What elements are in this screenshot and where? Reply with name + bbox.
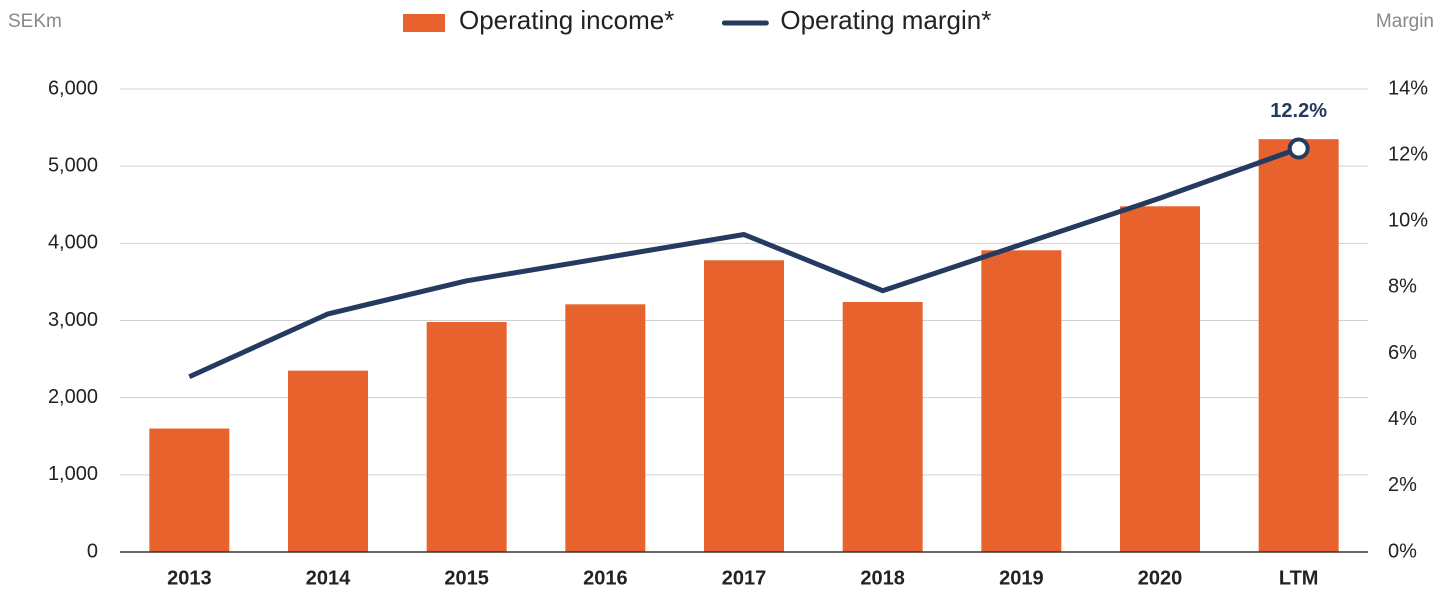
y2-tick-label: 8% xyxy=(1388,276,1417,298)
bar xyxy=(842,301,923,552)
x-tick-label: 2014 xyxy=(306,567,351,589)
legend-label: Operating income* xyxy=(459,5,674,35)
bar xyxy=(288,370,368,552)
y-axis-label: SEKm xyxy=(8,11,62,32)
y2-tick-label: 10% xyxy=(1388,210,1428,232)
bar xyxy=(704,260,784,552)
point-marker xyxy=(1287,137,1310,160)
y2-tick-label: 4% xyxy=(1388,408,1417,430)
legend-label: Operating margin* xyxy=(780,5,991,35)
bar xyxy=(426,322,507,552)
x-tick-label: 2017 xyxy=(722,567,767,589)
y-tick-label: 6,000 xyxy=(48,77,98,99)
y2-tick-label: 14% xyxy=(1388,77,1428,99)
bar xyxy=(981,250,1062,553)
bar xyxy=(149,428,230,552)
x-tick-label: 2016 xyxy=(583,567,628,589)
y2-tick-label: 6% xyxy=(1388,342,1417,364)
y-tick-label: 4,000 xyxy=(48,232,98,254)
y2-tick-label: 0% xyxy=(1388,540,1417,562)
y-tick-label: 3,000 xyxy=(48,309,98,331)
y2-tick-label: 12% xyxy=(1388,143,1428,165)
y-tick-label: 5,000 xyxy=(48,154,98,176)
line xyxy=(188,146,1300,379)
bar xyxy=(1120,206,1200,552)
x-tick-label: 2013 xyxy=(167,567,212,589)
bar xyxy=(565,304,646,552)
legend-swatch xyxy=(403,14,445,32)
x-tick-label: 2015 xyxy=(444,567,489,589)
bar xyxy=(1258,139,1339,553)
y2-tick-label: 2% xyxy=(1388,474,1417,496)
y-tick-label: 2,000 xyxy=(48,386,98,408)
data-label: 12.2% xyxy=(1270,100,1327,122)
x-tick-label: 2019 xyxy=(999,567,1044,589)
x-tick-label: LTM xyxy=(1279,567,1319,589)
y-tick-label: 0 xyxy=(87,540,98,562)
x-tick-label: 2020 xyxy=(1138,567,1183,589)
x-tick-label: 2018 xyxy=(860,567,905,589)
y-tick-label: 1,000 xyxy=(48,463,98,485)
y2-axis-label: Margin xyxy=(1376,11,1434,32)
